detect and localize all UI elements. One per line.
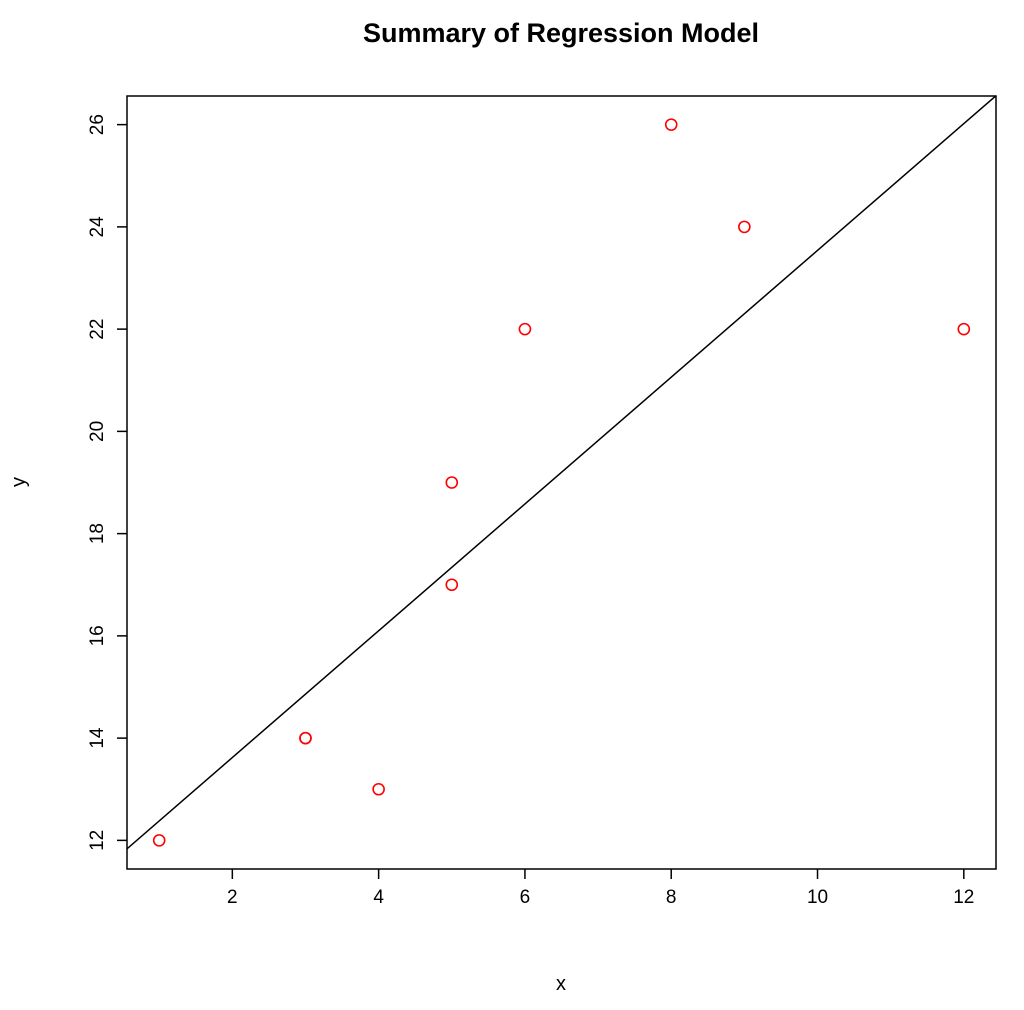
data-point — [518, 322, 532, 336]
x-axis-label: x — [556, 973, 566, 995]
plot-frame — [126, 95, 997, 870]
data-point — [445, 578, 459, 592]
x-tick-label: 4 — [373, 887, 384, 908]
y-tick-label: 14 — [87, 727, 108, 749]
data-point — [664, 118, 678, 131]
data-point — [738, 220, 751, 234]
x-tick-label: 10 — [807, 887, 828, 908]
x-axis: 2 4 6 8 10 12 — [227, 869, 974, 908]
x-tick-label: 12 — [953, 887, 974, 908]
y-axis-label: y — [8, 477, 30, 487]
points-layer — [152, 118, 971, 847]
y-axis: 12 14 16 18 20 22 24 26 — [87, 114, 127, 851]
y-tick-label: 22 — [87, 319, 108, 340]
x-tick-label: 6 — [520, 887, 531, 908]
chart-title: Summary of Regression Model — [363, 18, 759, 48]
x-tick-label: 8 — [666, 887, 677, 908]
data-point — [152, 834, 166, 847]
y-tick-label: 16 — [87, 625, 108, 646]
regression-line — [127, 96, 996, 850]
y-tick-label: 18 — [87, 523, 108, 544]
y-tick-label: 24 — [87, 216, 108, 238]
data-point — [372, 782, 385, 796]
y-tick-label: 26 — [87, 114, 108, 135]
plot-area — [127, 96, 996, 850]
data-point — [957, 322, 971, 336]
y-tick-label: 20 — [87, 421, 108, 442]
x-tick-label: 2 — [227, 887, 238, 908]
y-tick-label: 12 — [87, 830, 108, 851]
data-point — [299, 731, 312, 745]
data-point — [445, 476, 459, 489]
